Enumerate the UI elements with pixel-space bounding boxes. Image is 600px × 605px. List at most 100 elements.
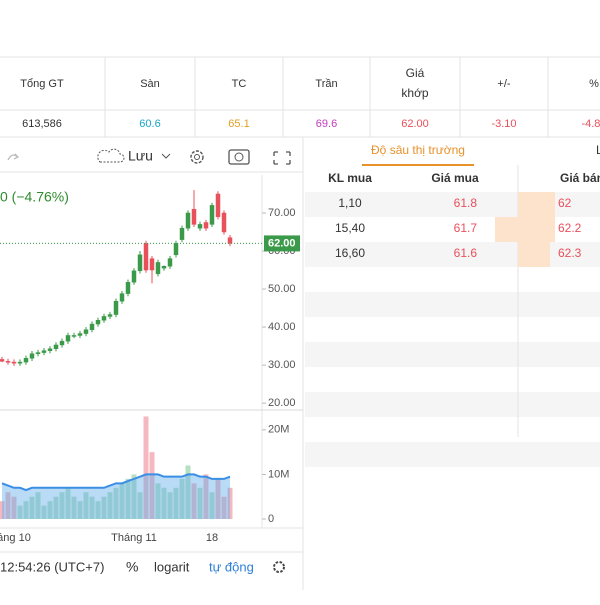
candle-body	[191, 208, 197, 225]
volume-bar	[53, 496, 59, 519]
row-bg	[305, 367, 600, 392]
volume-bar	[41, 505, 47, 519]
depth-bar	[518, 192, 555, 217]
volume-bar	[173, 487, 179, 519]
last-price-box	[264, 235, 300, 252]
candle-body	[35, 352, 41, 354]
candle-body	[83, 329, 89, 334]
save-button[interactable]: Lưu	[128, 148, 153, 164]
candle-body	[71, 335, 77, 337]
volume-bar	[209, 492, 215, 519]
book-header: Giá mua	[431, 171, 479, 185]
candle-body	[65, 335, 71, 342]
volume-bar	[131, 474, 137, 519]
row-bg	[305, 342, 600, 367]
candle-body	[155, 262, 161, 275]
candle-body	[167, 258, 173, 267]
volume-bar	[35, 492, 41, 519]
candle-body	[137, 254, 143, 272]
row-bg	[305, 442, 600, 467]
tab: L	[596, 143, 600, 157]
volume-bar	[65, 487, 71, 519]
book-cell: 62	[558, 196, 572, 210]
volume-tick-label: 0	[268, 513, 274, 525]
column-value: 69.6	[316, 118, 337, 130]
candle-body	[17, 361, 23, 364]
redo-icon[interactable]	[7, 153, 20, 161]
volume-bar	[113, 487, 119, 519]
candle-body	[209, 205, 215, 225]
candle-body	[101, 316, 107, 321]
volume-bar	[203, 474, 209, 519]
volume-bar	[215, 478, 221, 519]
depth-bar	[495, 217, 555, 242]
candle-body	[59, 340, 65, 346]
book-cell: 15,40	[335, 221, 365, 235]
candle-body	[179, 227, 185, 240]
candle-body	[11, 361, 17, 364]
volume-tick-label: 10M	[268, 468, 289, 480]
quote-columns: Tổng GT 613,586 Sàn 60.6 TC 65.1 Trần 69.6 Giá kh…	[20, 57, 600, 137]
auto-toggle[interactable]: tự động	[209, 559, 254, 574]
candle-body	[119, 293, 125, 302]
column-header: Tổng GT	[20, 78, 64, 90]
candle-body	[0, 359, 5, 362]
last-price-label: 62.00	[268, 237, 296, 249]
column-header: +/-	[497, 78, 510, 90]
row-bg	[305, 392, 600, 417]
y-tick-label: 70.00	[268, 207, 296, 219]
y-tick-label: 20.00	[268, 397, 296, 409]
settings-icon[interactable]	[190, 150, 204, 164]
settings-icon-center	[194, 154, 200, 160]
log-toggle[interactable]: logarit	[154, 559, 190, 574]
row-bg	[305, 242, 600, 267]
candle-body	[227, 237, 233, 244]
candle-body	[185, 212, 191, 229]
book-cell: 61.7	[454, 221, 478, 235]
candle-body	[107, 314, 113, 317]
column-value: 62.00	[401, 118, 429, 130]
book-cell: 61.8	[454, 196, 478, 210]
volume-bar	[107, 492, 113, 519]
volume-bar	[179, 478, 185, 519]
book-cell: 1,10	[338, 196, 362, 210]
volume-bar	[71, 496, 77, 519]
fullscreen-icon[interactable]	[273, 151, 291, 165]
volume-bar	[119, 483, 125, 519]
candle-body	[143, 243, 149, 271]
row-bg	[305, 317, 600, 342]
tab-active: Độ sâu thị trường	[371, 143, 465, 157]
column-value: -4.80	[581, 118, 600, 130]
x-tick-label: 18	[206, 532, 218, 544]
x-tick-label: Tháng 11	[111, 532, 157, 544]
column-value: 65.1	[228, 118, 249, 130]
book-cell: 61.6	[454, 246, 478, 260]
column-header: %	[589, 78, 599, 90]
volume-bar	[101, 496, 107, 519]
candle-body	[5, 361, 11, 363]
y-tick-label: 40.00	[268, 321, 296, 333]
volume-bar	[59, 492, 65, 519]
percent-toggle[interactable]: %	[126, 559, 138, 575]
row-bg	[305, 267, 600, 292]
candle-body	[41, 350, 47, 353]
volume-bar	[5, 492, 11, 519]
candle-body	[203, 222, 209, 229]
candle-body	[29, 353, 35, 359]
column-value: 613,586	[22, 118, 62, 130]
volume-tick-label: 20M	[268, 424, 289, 436]
camera-icon[interactable]	[228, 149, 250, 165]
candle-body	[53, 344, 59, 350]
volume-bar	[191, 483, 197, 519]
footer-settings[interactable]	[273, 561, 285, 573]
volume-ma-area	[2, 474, 230, 519]
volume-bar	[89, 496, 95, 519]
cloud-icon[interactable]	[97, 148, 125, 163]
dropdown-icon[interactable]	[161, 153, 171, 159]
volume-bar	[125, 478, 131, 519]
camera-lens	[234, 152, 244, 162]
candle-body	[23, 358, 29, 363]
volume-bar	[221, 496, 227, 519]
candle-body	[131, 270, 137, 283]
